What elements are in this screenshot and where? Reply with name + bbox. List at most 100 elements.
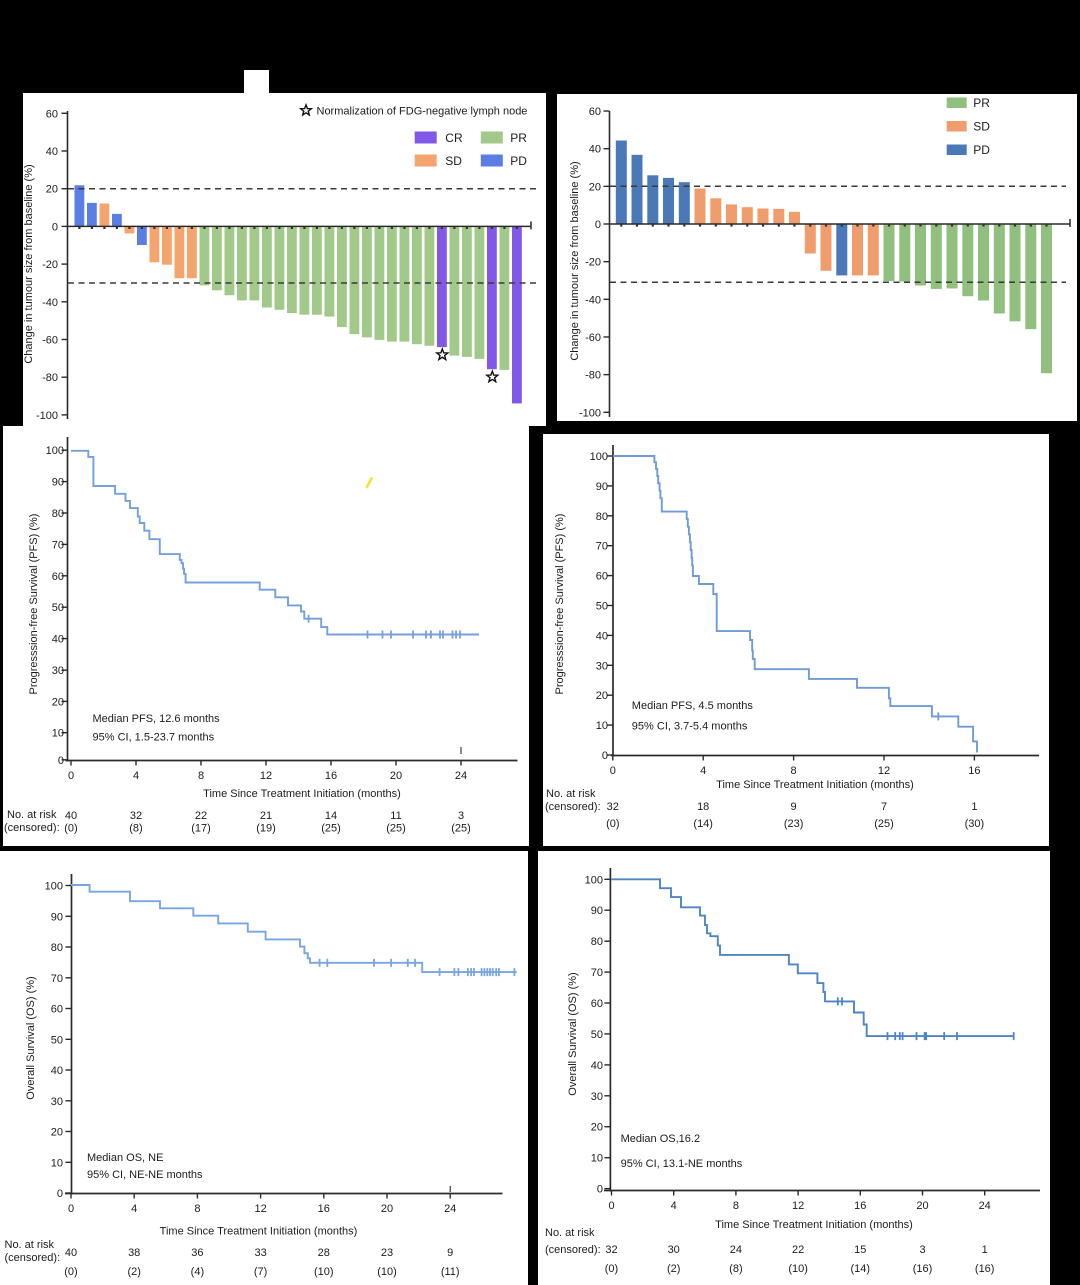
svg-text:20: 20 — [381, 1203, 393, 1215]
svg-text:-40: -40 — [42, 297, 58, 309]
svg-text:Median OS, NE: Median OS, NE — [87, 1152, 163, 1164]
svg-text:24: 24 — [979, 1200, 991, 1212]
svg-text:20: 20 — [589, 181, 601, 193]
svg-text:30: 30 — [52, 665, 64, 677]
svg-text:50: 50 — [591, 1029, 603, 1041]
svg-text:60: 60 — [52, 571, 64, 583]
svg-text:1: 1 — [971, 801, 977, 813]
svg-text:(10): (10) — [314, 1266, 334, 1278]
svg-text:16: 16 — [325, 770, 337, 782]
svg-text:24: 24 — [455, 770, 467, 782]
svg-text:9: 9 — [791, 801, 797, 813]
svg-text:15: 15 — [854, 1244, 866, 1256]
svg-text:No. at risk: No. at risk — [7, 809, 57, 821]
svg-text:SD: SD — [973, 120, 990, 134]
svg-text:0: 0 — [597, 1184, 603, 1196]
svg-text:8: 8 — [198, 770, 204, 782]
svg-text:40: 40 — [65, 810, 77, 822]
svg-text:10: 10 — [596, 720, 608, 732]
svg-text:(censored):: (censored): — [5, 1252, 61, 1264]
svg-text:20: 20 — [916, 1200, 928, 1212]
svg-text:0: 0 — [602, 750, 608, 762]
svg-text:40: 40 — [51, 1065, 63, 1077]
svg-text:80: 80 — [51, 942, 63, 954]
svg-text:No. at risk: No. at risk — [546, 788, 596, 800]
svg-text:(0): (0) — [64, 823, 77, 835]
svg-text:100: 100 — [46, 445, 64, 457]
svg-text:70: 70 — [596, 541, 608, 553]
svg-text:0: 0 — [595, 219, 601, 231]
svg-text:30: 30 — [596, 660, 608, 672]
svg-text:(16): (16) — [975, 1263, 995, 1275]
svg-text:(4): (4) — [191, 1266, 204, 1278]
svg-text:(censored):: (censored): — [545, 801, 601, 813]
svg-text:Change in tumour size from bas: Change in tumour size from baseline (%) — [569, 161, 581, 360]
svg-text:20: 20 — [596, 690, 608, 702]
svg-text:0: 0 — [608, 1200, 614, 1212]
svg-text:24: 24 — [730, 1244, 742, 1256]
svg-text:28: 28 — [318, 1247, 330, 1259]
svg-text:12: 12 — [260, 770, 272, 782]
svg-text:12: 12 — [792, 1200, 804, 1212]
svg-text:PD: PD — [510, 154, 527, 168]
svg-text:95% CI, 1.5-23.7 months: 95% CI, 1.5-23.7 months — [93, 732, 215, 744]
svg-text:(0): (0) — [606, 818, 619, 830]
svg-text:50: 50 — [51, 1034, 63, 1046]
svg-text:70: 70 — [51, 973, 63, 985]
svg-text:(10): (10) — [377, 1266, 397, 1278]
svg-text:38: 38 — [128, 1247, 140, 1259]
svg-text:60: 60 — [589, 106, 601, 118]
svg-text:(2): (2) — [667, 1263, 680, 1275]
svg-text:10: 10 — [591, 1153, 603, 1165]
svg-text:Time Since Treatment Initiatio: Time Since Treatment Initiation (months) — [203, 788, 401, 800]
svg-text:8: 8 — [194, 1203, 200, 1215]
svg-text:40: 40 — [589, 144, 601, 156]
svg-text:(19): (19) — [256, 823, 276, 835]
svg-text:14: 14 — [325, 810, 337, 822]
svg-text:95% CI, 13.1-NE months: 95% CI, 13.1-NE months — [621, 1158, 743, 1170]
svg-text:Overall Survival (OS) (%): Overall Survival (OS) (%) — [567, 972, 579, 1095]
svg-text:40: 40 — [596, 630, 608, 642]
svg-text:(2): (2) — [127, 1266, 140, 1278]
svg-text:-40: -40 — [585, 294, 601, 306]
svg-text:23: 23 — [381, 1247, 393, 1259]
svg-text:80: 80 — [52, 508, 64, 520]
svg-text:90: 90 — [51, 911, 63, 923]
svg-text:Progresssion-free Survival (PF: Progresssion-free Survival (PFS) (%) — [28, 514, 40, 695]
svg-text:Median PFS, 4.5 months: Median PFS, 4.5 months — [632, 700, 754, 712]
svg-text:40: 40 — [65, 1247, 77, 1259]
svg-text:Time Since Treatment Initiatio: Time Since Treatment Initiation (months) — [716, 779, 914, 791]
svg-text:100: 100 — [585, 874, 603, 886]
svg-text:Normalization of FDG-negative: Normalization of FDG-negative lymph node — [317, 106, 528, 118]
svg-text:90: 90 — [596, 481, 608, 493]
svg-text:(8): (8) — [729, 1263, 742, 1275]
svg-text:60: 60 — [51, 1004, 63, 1016]
svg-text:-100: -100 — [579, 407, 601, 419]
svg-text:(censored):: (censored): — [545, 1244, 601, 1256]
svg-text:32: 32 — [607, 801, 619, 813]
svg-text:8: 8 — [791, 765, 797, 777]
svg-text:30: 30 — [591, 1091, 603, 1103]
svg-text:(16): (16) — [913, 1263, 933, 1275]
svg-text:4: 4 — [671, 1200, 677, 1212]
svg-text:60: 60 — [591, 998, 603, 1010]
svg-text:-80: -80 — [42, 372, 58, 384]
svg-text:20: 20 — [52, 696, 64, 708]
svg-text:Progresssion-free Survival (PF: Progresssion-free Survival (PFS) (%) — [554, 514, 566, 695]
svg-text:Time Since Treatment Initiatio: Time Since Treatment Initiation (months) — [715, 1219, 913, 1231]
svg-text:60: 60 — [596, 571, 608, 583]
svg-text:-60: -60 — [585, 332, 601, 344]
svg-text:40: 40 — [46, 146, 58, 158]
svg-text:(23): (23) — [784, 818, 804, 830]
svg-text:95% CI, NE-NE months: 95% CI, NE-NE months — [87, 1169, 203, 1181]
svg-text:No. at risk: No. at risk — [5, 1239, 55, 1251]
svg-text:30: 30 — [51, 1096, 63, 1108]
svg-text:PR: PR — [510, 131, 527, 145]
svg-text:3: 3 — [919, 1244, 925, 1256]
svg-text:0: 0 — [52, 221, 58, 233]
svg-text:SD: SD — [445, 154, 462, 168]
svg-text:(30): (30) — [965, 818, 985, 830]
svg-text:24: 24 — [444, 1203, 456, 1215]
svg-text:CR: CR — [445, 131, 463, 145]
svg-text:4: 4 — [133, 770, 139, 782]
